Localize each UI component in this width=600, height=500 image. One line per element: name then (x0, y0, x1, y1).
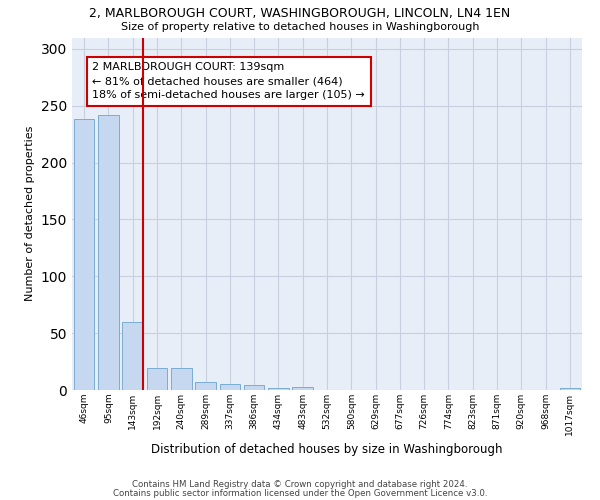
Bar (292, 386, 313, 390)
X-axis label: Distribution of detached houses by size in Washingborough: Distribution of detached houses by size … (151, 443, 503, 456)
Bar (98, 115, 119, 390)
Bar (560, 388, 580, 390)
Text: 2 MARLBOROUGH COURT: 139sqm
← 81% of detached houses are smaller (464)
18% of se: 2 MARLBOROUGH COURT: 139sqm ← 81% of det… (92, 62, 365, 100)
Bar (268, 388, 289, 390)
Text: Size of property relative to detached houses in Washingborough: Size of property relative to detached ho… (121, 22, 479, 32)
Bar (244, 386, 265, 390)
Bar (195, 382, 216, 390)
Text: Contains public sector information licensed under the Open Government Licence v3: Contains public sector information licen… (113, 488, 487, 498)
Y-axis label: Number of detached properties: Number of detached properties (25, 126, 35, 302)
Bar (171, 368, 191, 390)
Text: Contains HM Land Registry data © Crown copyright and database right 2024.: Contains HM Land Registry data © Crown c… (132, 480, 468, 489)
Bar (146, 368, 167, 390)
Bar (74, 120, 94, 390)
Bar (220, 384, 240, 390)
Bar (122, 322, 143, 390)
Text: 2, MARLBOROUGH COURT, WASHINGBOROUGH, LINCOLN, LN4 1EN: 2, MARLBOROUGH COURT, WASHINGBOROUGH, LI… (89, 8, 511, 20)
